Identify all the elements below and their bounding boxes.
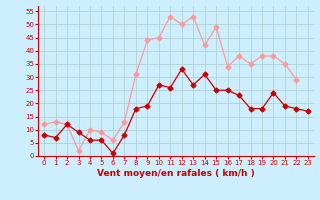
X-axis label: Vent moyen/en rafales ( km/h ): Vent moyen/en rafales ( km/h )	[97, 169, 255, 178]
